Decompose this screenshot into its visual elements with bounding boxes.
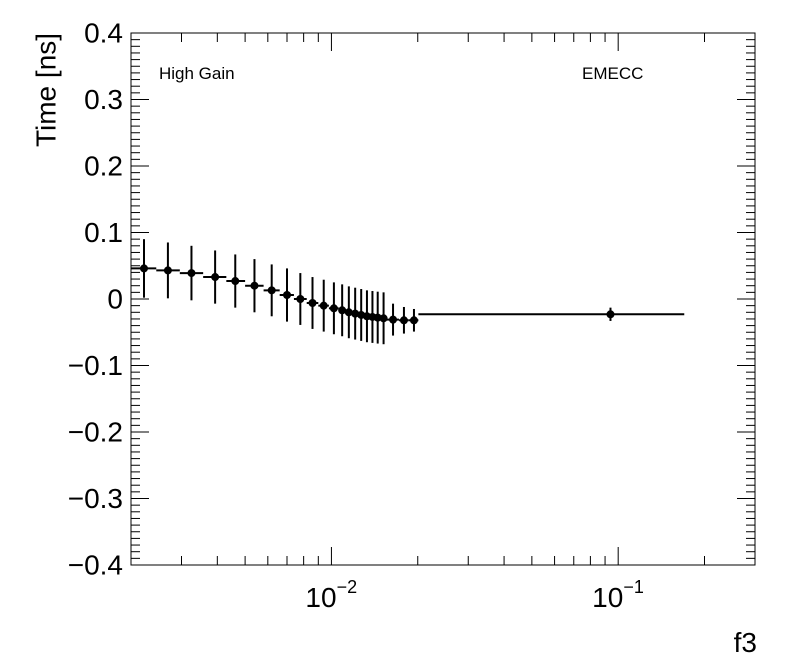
y-tick-label: 0 — [107, 284, 123, 315]
data-point — [293, 273, 307, 325]
axis-ticks — [130, 32, 756, 566]
x-tick-label: 10−1 — [592, 577, 644, 613]
data-point — [398, 306, 409, 334]
data-point — [373, 291, 382, 344]
y-tick-label: −0.2 — [68, 417, 123, 448]
marker — [267, 286, 276, 295]
data-point — [344, 286, 353, 339]
data-point — [263, 264, 280, 317]
marker — [283, 291, 292, 300]
marker — [163, 266, 172, 275]
data-point — [226, 254, 246, 308]
tick-labels: 0.4 0.3 0.2 0.1 0 −0.1 −0.2 −0.3 −0.4 10−2 10−1 — [68, 18, 644, 614]
x-tick-exponent: −2 — [337, 577, 358, 597]
data-point — [418, 307, 685, 321]
marker — [389, 315, 398, 324]
y-tick-label: 0.3 — [84, 84, 123, 115]
x-tick-label: 10−2 — [305, 577, 357, 613]
plot-frame — [130, 32, 756, 566]
data-point — [379, 292, 388, 345]
marker — [409, 316, 418, 325]
annotation-high-gain: High Gain — [159, 64, 235, 83]
data-point — [179, 245, 204, 301]
data-point — [306, 277, 319, 329]
data-point — [131, 239, 157, 298]
marker — [187, 269, 196, 278]
marker — [329, 304, 338, 313]
x-tick-exponent: −1 — [623, 577, 644, 597]
y-tick-label: 0.1 — [84, 217, 123, 248]
marker — [344, 308, 353, 317]
annotation-emecc: EMECC — [582, 64, 643, 83]
marker — [211, 273, 220, 282]
data-point — [318, 279, 329, 332]
marker — [296, 295, 305, 303]
marker — [308, 298, 317, 307]
data-point — [203, 250, 227, 304]
y-tick-label: 0.2 — [84, 151, 123, 182]
data-point — [156, 242, 180, 299]
marker — [319, 301, 328, 310]
y-tick-label: 0.4 — [84, 18, 123, 49]
marker — [379, 314, 388, 323]
marker — [338, 306, 347, 315]
data-point — [328, 282, 339, 335]
data-point — [279, 268, 294, 322]
marker — [373, 313, 382, 322]
data-point — [338, 284, 347, 337]
marker — [139, 264, 148, 273]
marker — [351, 309, 360, 318]
data-point — [408, 308, 419, 332]
y-tick-label: −0.4 — [68, 550, 123, 581]
marker — [250, 281, 259, 290]
data-point — [245, 259, 264, 313]
data-point — [386, 303, 399, 336]
y-axis-title: Time [ns] — [30, 33, 61, 147]
marker — [399, 316, 408, 325]
y-tick-label: −0.3 — [68, 483, 123, 514]
x-axis-title: f3 — [734, 627, 757, 658]
data-marks — [131, 239, 685, 345]
y-tick-label: −0.1 — [68, 350, 123, 381]
marker — [231, 277, 240, 286]
data-point — [351, 287, 360, 340]
marker — [606, 310, 615, 319]
